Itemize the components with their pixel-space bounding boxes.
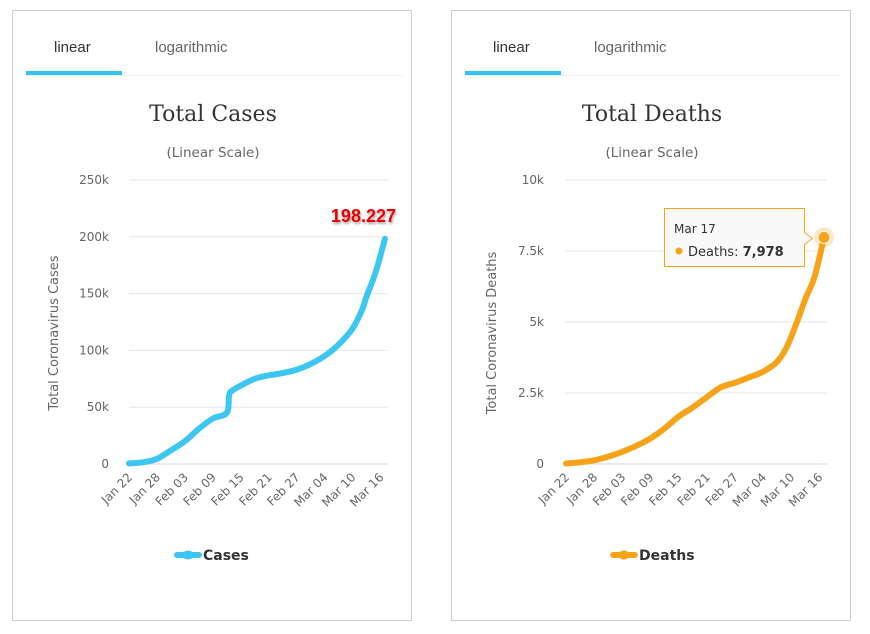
x-tick-label: Jan 22 [98, 470, 135, 507]
series-line-cases[interactable] [126, 235, 388, 467]
y-tick-label: 5k [529, 315, 544, 329]
legend-marker-deaths [618, 550, 630, 560]
tooltip: Mar 17 Deaths: 7,978 [664, 208, 814, 267]
scale-tabs: linear logarithmic [26, 33, 402, 76]
legend-item-deaths[interactable]: Deaths [610, 548, 695, 564]
y-tick-label: 10k [522, 173, 544, 187]
legend-label: Deaths [639, 548, 695, 564]
active-tab-indicator [26, 71, 122, 75]
y-tick-label: 250k [79, 173, 109, 187]
y-tick-label: 100k [79, 343, 109, 357]
legend-item-cases[interactable]: Cases [174, 548, 249, 564]
chart-title: Total Cases [149, 102, 277, 127]
tab-logarithmic[interactable]: logarithmic [594, 39, 667, 56]
legend-marker-cases [182, 550, 194, 560]
tooltip-date: Mar 17 [674, 222, 716, 236]
y-tick-label: 0 [536, 457, 544, 471]
tooltip-box [664, 208, 814, 267]
y-axis-title: Total Coronavirus Deaths [485, 251, 500, 415]
deaths-chart: Total Deaths (Linear Scale) Total Corona… [485, 102, 834, 564]
chart-subtitle: (Linear Scale) [166, 145, 259, 161]
deaths-chart-panel: linear logarithmic Total Deaths (Linear … [451, 10, 851, 621]
y-tick-label: 50k [87, 400, 109, 414]
y-tick-label: 0 [101, 457, 109, 471]
tab-logarithmic[interactable]: logarithmic [155, 39, 228, 56]
cases-chart: Total Cases (Linear Scale) Total Coronav… [47, 102, 396, 564]
tooltip-series-dot [675, 247, 683, 255]
chart-subtitle: (Linear Scale) [605, 145, 698, 161]
tooltip-number: 7,978 [743, 245, 784, 260]
series-line-deaths[interactable] [563, 234, 827, 467]
active-tab-indicator [465, 71, 561, 75]
legend-label: Cases [203, 548, 249, 564]
y-tick-label: 200k [79, 230, 109, 244]
tab-linear[interactable]: linear [54, 39, 91, 56]
scale-tabs: linear logarithmic [465, 33, 841, 76]
y-tick-label: 150k [79, 287, 109, 301]
tooltip-label: Deaths: [688, 245, 743, 260]
y-axis-title: Total Coronavirus Cases [47, 255, 62, 411]
chart-title: Total Deaths [582, 102, 722, 127]
y-tick-label: 2.5k [518, 386, 544, 400]
hovered-data-point[interactable] [817, 230, 831, 244]
x-tick-label: Jan 22 [535, 470, 572, 507]
latest-value-annotation: 198.227 [331, 206, 396, 226]
tab-linear[interactable]: linear [493, 39, 530, 56]
y-tick-label: 7.5k [518, 244, 544, 258]
tooltip-value: Deaths: 7,978 [688, 245, 784, 260]
cases-chart-panel: linear logarithmic Total Cases (Linear S… [12, 10, 412, 621]
